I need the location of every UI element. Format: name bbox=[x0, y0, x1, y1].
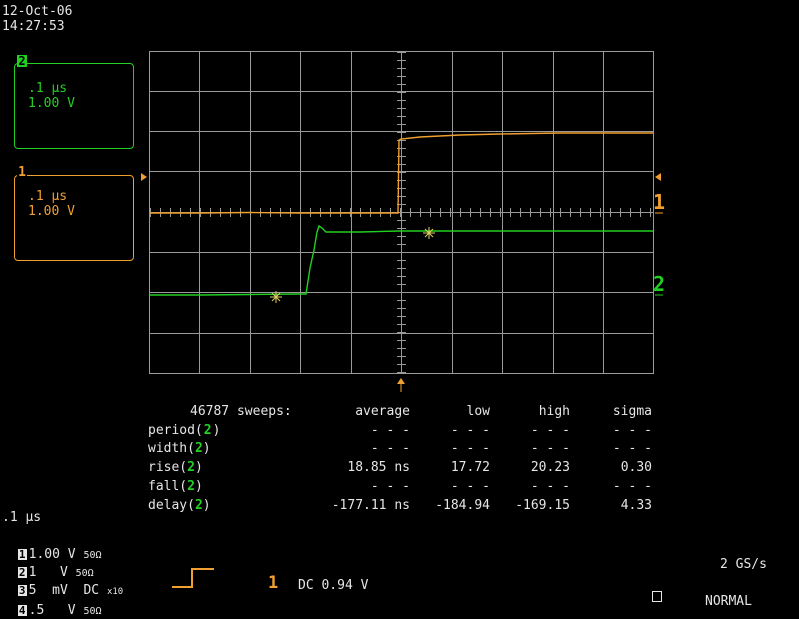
meas-width-sigma: - - - bbox=[612, 441, 652, 456]
col-header-low: low bbox=[466, 404, 490, 419]
col-header-high: high bbox=[538, 404, 570, 419]
sample-rate: 2 GS/s bbox=[720, 557, 767, 572]
trigger-edge-icon bbox=[172, 568, 214, 588]
meas-fall-high: - - - bbox=[530, 479, 570, 494]
date-label: 12-Oct-06 bbox=[2, 4, 73, 19]
meas-delay-low: -184.94 bbox=[435, 498, 490, 513]
meas-rise-average: 18.85 ns bbox=[347, 460, 410, 475]
channel-2-volts: 1.00 V bbox=[28, 96, 75, 111]
time-label: 14:27:53 bbox=[2, 19, 65, 34]
meas-delay-sigma: 4.33 bbox=[620, 498, 652, 513]
meas-row-width-label: width(2) bbox=[148, 441, 211, 456]
delay-cursor-marker bbox=[423, 227, 435, 239]
meas-period-average: - - - bbox=[370, 423, 410, 438]
trigger-level-left-arrow bbox=[141, 173, 147, 181]
meas-fall-average: - - - bbox=[370, 479, 410, 494]
rise-cursor-marker bbox=[270, 291, 282, 303]
sweeps-count: 46787 sweeps: bbox=[190, 404, 292, 419]
channel-2-settings-num: 2 bbox=[17, 566, 27, 579]
channel-1-trace-label: 1 bbox=[653, 190, 666, 214]
meas-delay-high: -169.15 bbox=[515, 498, 570, 513]
meas-rise-low: 17.72 bbox=[450, 460, 490, 475]
meas-row-delay-label: delay(2) bbox=[148, 498, 211, 513]
channel-2-timebase: .1 µs bbox=[28, 81, 68, 96]
trigger-position-arrow bbox=[397, 378, 405, 384]
center-ticks bbox=[150, 52, 651, 373]
channel-4-settings-num: 4 bbox=[17, 604, 27, 617]
col-header-average: average bbox=[355, 404, 410, 419]
trigger-level-text: DC 0.94 V bbox=[298, 578, 369, 593]
meas-width-average: - - - bbox=[370, 441, 410, 456]
channel-2-badge: 2 bbox=[17, 54, 27, 68]
channel-1-trace bbox=[150, 132, 653, 214]
channel-2-trace-label: 2 bbox=[653, 272, 666, 296]
channel-1-settings-num: 1 bbox=[17, 548, 27, 561]
meas-period-high: - - - bbox=[530, 423, 570, 438]
channel-1-timebase: .1 µs bbox=[28, 189, 68, 204]
meas-fall-sigma: - - - bbox=[612, 479, 652, 494]
trigger-channel-num: 1 bbox=[268, 573, 279, 593]
channel-1-volts: 1.00 V bbox=[28, 204, 75, 219]
meas-width-low: - - - bbox=[450, 441, 490, 456]
meas-fall-low: - - - bbox=[450, 479, 490, 494]
meas-row-fall-label: fall(2) bbox=[148, 479, 203, 494]
meas-row-period-label: period(2) bbox=[148, 423, 221, 438]
meas-rise-sigma: 0.30 bbox=[620, 460, 652, 475]
meas-row-rise-label: rise(2) bbox=[148, 460, 203, 475]
channel-4-settings[interactable]: 4.5 V 50Ω bbox=[17, 603, 102, 618]
channel-2-trace bbox=[150, 224, 653, 296]
trigger-mode[interactable]: NORMAL bbox=[705, 594, 752, 609]
channel-1-box[interactable] bbox=[14, 175, 134, 261]
channel-3-settings-num: 3 bbox=[17, 584, 27, 597]
meas-delay-average: -177.11 ns bbox=[331, 498, 410, 513]
acquisition-status-icon bbox=[652, 591, 662, 602]
meas-width-high: - - - bbox=[530, 441, 570, 456]
trigger-level-right-arrow bbox=[655, 173, 661, 181]
meas-period-low: - - - bbox=[450, 423, 490, 438]
timebase-label: .1 µs bbox=[2, 510, 42, 525]
meas-period-sigma: - - - bbox=[612, 423, 652, 438]
channel-1-badge: 1 bbox=[17, 165, 27, 180]
channel-2-box[interactable] bbox=[14, 63, 134, 149]
channel-1-settings[interactable]: 1 1.00 V 50Ω bbox=[17, 547, 102, 562]
col-header-sigma: sigma bbox=[612, 404, 652, 419]
meas-rise-high: 20.23 bbox=[530, 460, 570, 475]
